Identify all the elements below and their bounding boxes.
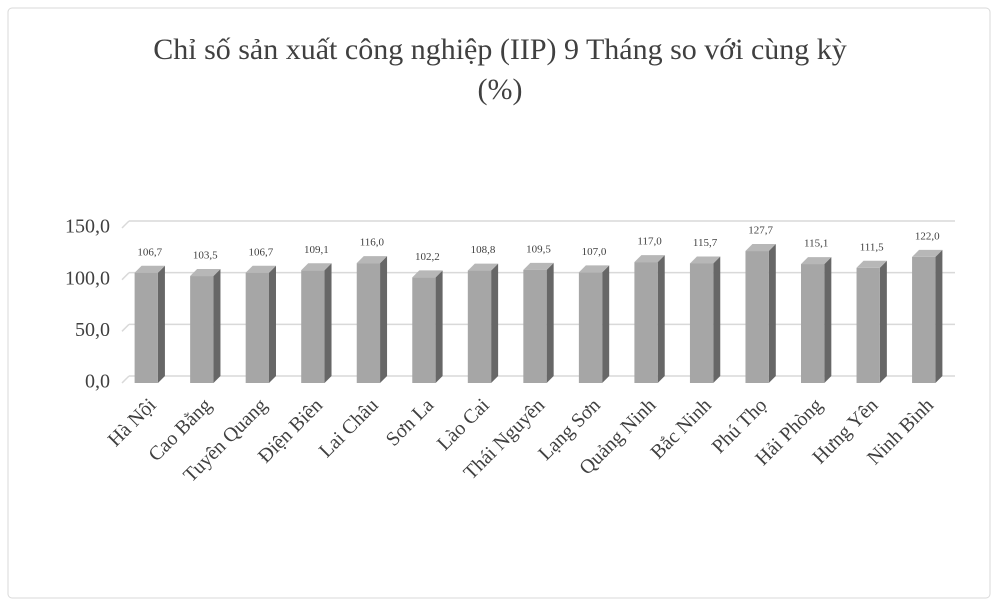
bar (578, 265, 610, 383)
bar-front (467, 270, 492, 383)
bar-front (745, 251, 769, 383)
bar-top (856, 260, 887, 268)
bar (301, 263, 332, 383)
bar-top (634, 255, 665, 263)
bar-top (467, 263, 499, 271)
bar-side (268, 265, 276, 383)
bar-front (912, 256, 936, 383)
bar (634, 255, 665, 383)
value-label: 107,0 (582, 246, 607, 258)
y-tick-label: 0,0 (85, 371, 110, 393)
bar-front (578, 272, 603, 383)
value-label: 111,5 (860, 241, 884, 253)
bar-front (634, 262, 658, 383)
bar (467, 263, 499, 383)
bar (190, 269, 221, 383)
chart-border (7, 7, 991, 599)
bar-side (491, 263, 499, 383)
chart-title: Chỉ số sản xuất công nghiệp (IIP) 9 Thán… (153, 33, 847, 106)
bar (356, 256, 388, 383)
bar-side (324, 263, 332, 383)
bar-top (745, 244, 776, 252)
bar-top (689, 256, 721, 264)
bar-side (824, 257, 832, 383)
bar (801, 257, 832, 383)
grid-line-depth (121, 272, 130, 281)
bar-front (412, 277, 436, 383)
bar-front (801, 264, 825, 383)
bar (856, 260, 887, 383)
bar-top (523, 262, 554, 270)
bar-side (935, 249, 943, 383)
bar-side (713, 256, 721, 383)
y-tick-label: 150,0 (65, 216, 110, 238)
value-label: 115,7 (693, 237, 718, 249)
bar-side (213, 269, 221, 383)
bar-side (768, 244, 776, 383)
value-label: 106,7 (248, 246, 273, 258)
grid-line-depth (121, 220, 130, 229)
bar (134, 265, 165, 383)
value-label: 122,0 (915, 230, 940, 242)
bar-front (134, 272, 158, 383)
bar (412, 270, 443, 383)
bar-top (356, 256, 388, 264)
bar (745, 244, 776, 383)
bar-side (879, 260, 887, 383)
bar-top (190, 269, 221, 277)
value-label: 116,0 (360, 237, 385, 249)
bar-front (356, 263, 381, 383)
bar-top (801, 257, 832, 265)
value-label: 109,5 (526, 243, 551, 255)
value-label: 103,5 (193, 250, 218, 262)
value-label: 108,8 (471, 244, 496, 256)
value-label: 106,7 (137, 246, 162, 258)
bar (245, 265, 276, 383)
bar-front (190, 276, 214, 383)
bar-side (657, 255, 665, 383)
grid-line-depth (121, 375, 130, 384)
bar (689, 256, 721, 383)
bar-front (245, 272, 269, 383)
bar-front (301, 270, 325, 383)
value-label: 117,0 (637, 236, 662, 248)
value-label: 115,1 (804, 238, 828, 250)
value-label: 102,2 (415, 251, 440, 263)
bar-side (435, 270, 443, 383)
bar-side (380, 256, 388, 383)
bar-top (245, 265, 276, 273)
bar-front (523, 269, 547, 383)
y-tick-label: 50,0 (75, 319, 110, 341)
bar-top (578, 265, 610, 273)
bar-side (157, 265, 165, 383)
bar-front (856, 267, 880, 383)
bar-top (912, 249, 943, 257)
bar (912, 249, 943, 383)
y-tick-label: 100,0 (65, 267, 110, 289)
value-label: 127,7 (748, 225, 773, 237)
bar-side (546, 262, 554, 383)
value-label: 109,1 (304, 244, 329, 256)
bar-front (689, 263, 714, 383)
bar (523, 262, 554, 383)
bar-top (412, 270, 443, 278)
grid-line-depth (121, 323, 130, 332)
bar-top (301, 263, 332, 271)
bar-top (134, 265, 165, 273)
bar-side (602, 265, 610, 383)
